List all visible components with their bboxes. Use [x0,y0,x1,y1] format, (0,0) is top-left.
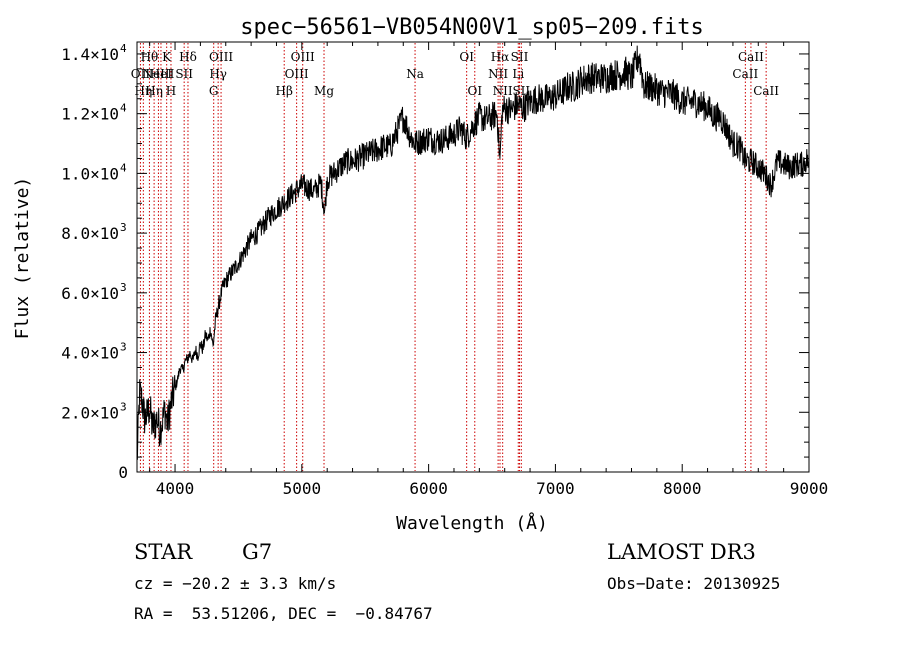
y-tick-label-6000: 6.0×10 [61,284,119,303]
x-tick-label-5000: 5000 [283,479,322,498]
line-label-4: NeIII [143,67,175,81]
sky-coordinates: RA = 53.51206, DEC = −0.84767 [134,604,433,623]
redshift-value: cz = −20.2 ± 3.3 km/s [134,574,337,593]
y-tick-exponent-8000: 3 [120,221,127,234]
y-tick-label-10000: 1.0×10 [61,164,119,183]
x-tick-label-6000: 6000 [409,479,448,498]
y-tick-label-12000: 1.2×10 [61,105,119,124]
line-label-23: Li [512,67,524,81]
line-label-22: NII [493,84,513,98]
x-tick-label-8000: 8000 [663,479,702,498]
line-label-3: Hη [145,84,163,98]
line-label-11: Hγ [209,67,227,81]
line-label-15: OIII [291,50,315,64]
x-tick-label-4000: 4000 [156,479,195,498]
line-label-0: OII [131,67,151,81]
y-tick-exponent-10000: 4 [120,161,127,174]
x-axis-label: Wavelength (Å) [396,512,548,534]
spectral-line-markers [139,43,767,471]
line-label-2: Hθ [141,50,159,64]
line-label-25: SII [512,84,530,98]
line-label-27: CaII [738,50,764,64]
x-tick-label-7000: 7000 [536,479,575,498]
line-label-9: Hδ [179,50,197,64]
y-tick-label-0: 0 [118,463,128,482]
line-label-16: Mg [314,84,334,98]
line-label-10: G [209,84,219,98]
line-label-14: OIII [285,67,309,81]
observation-date: Obs−Date: 20130925 [607,574,781,593]
line-label-1: Hη [135,84,153,98]
y-tick-exponent-12000: 4 [120,102,127,115]
y-tick-exponent-4000: 3 [120,341,127,354]
line-label-12: OIII [209,50,233,64]
y-tick-label-2000: 2.0×10 [61,403,119,422]
spectrum-line [136,45,810,460]
line-label-18: OI [459,50,474,64]
line-label-6: K [162,50,172,64]
spectrum-series [136,45,810,460]
line-label-26: CaII [732,67,758,81]
y-tick-exponent-2000: 3 [120,400,127,413]
line-label-17: Na [406,67,424,81]
y-tick-exponent-14000: 4 [120,42,127,55]
line-label-7: H [166,84,176,98]
x-tick-label-9000: 9000 [790,479,829,498]
y-axis-label: Flux (relative) [12,177,33,340]
survey-name: LAMOST DR3 [607,540,756,564]
line-label-21: Hα [491,50,510,64]
object-class: STAR [134,540,193,564]
line-label-19: OI [467,84,482,98]
line-label-28: CaII [753,84,779,98]
y-tick-exponent-6000: 3 [120,281,127,294]
line-label-8: SII [175,67,193,81]
plot-frame [136,41,810,473]
line-label-5: HeI [150,67,173,81]
line-label-13: Hβ [276,84,293,98]
y-tick-label-4000: 4.0×10 [61,344,119,363]
object-subclass: G7 [242,540,273,564]
line-label-20: NII [488,67,508,81]
line-label-24: SII [511,50,529,64]
y-tick-label-8000: 8.0×10 [61,224,119,243]
y-tick-label-14000: 1.4×10 [61,45,119,64]
chart-title: spec−56561−VB054N00V1_sp05−209.fits [240,15,704,40]
